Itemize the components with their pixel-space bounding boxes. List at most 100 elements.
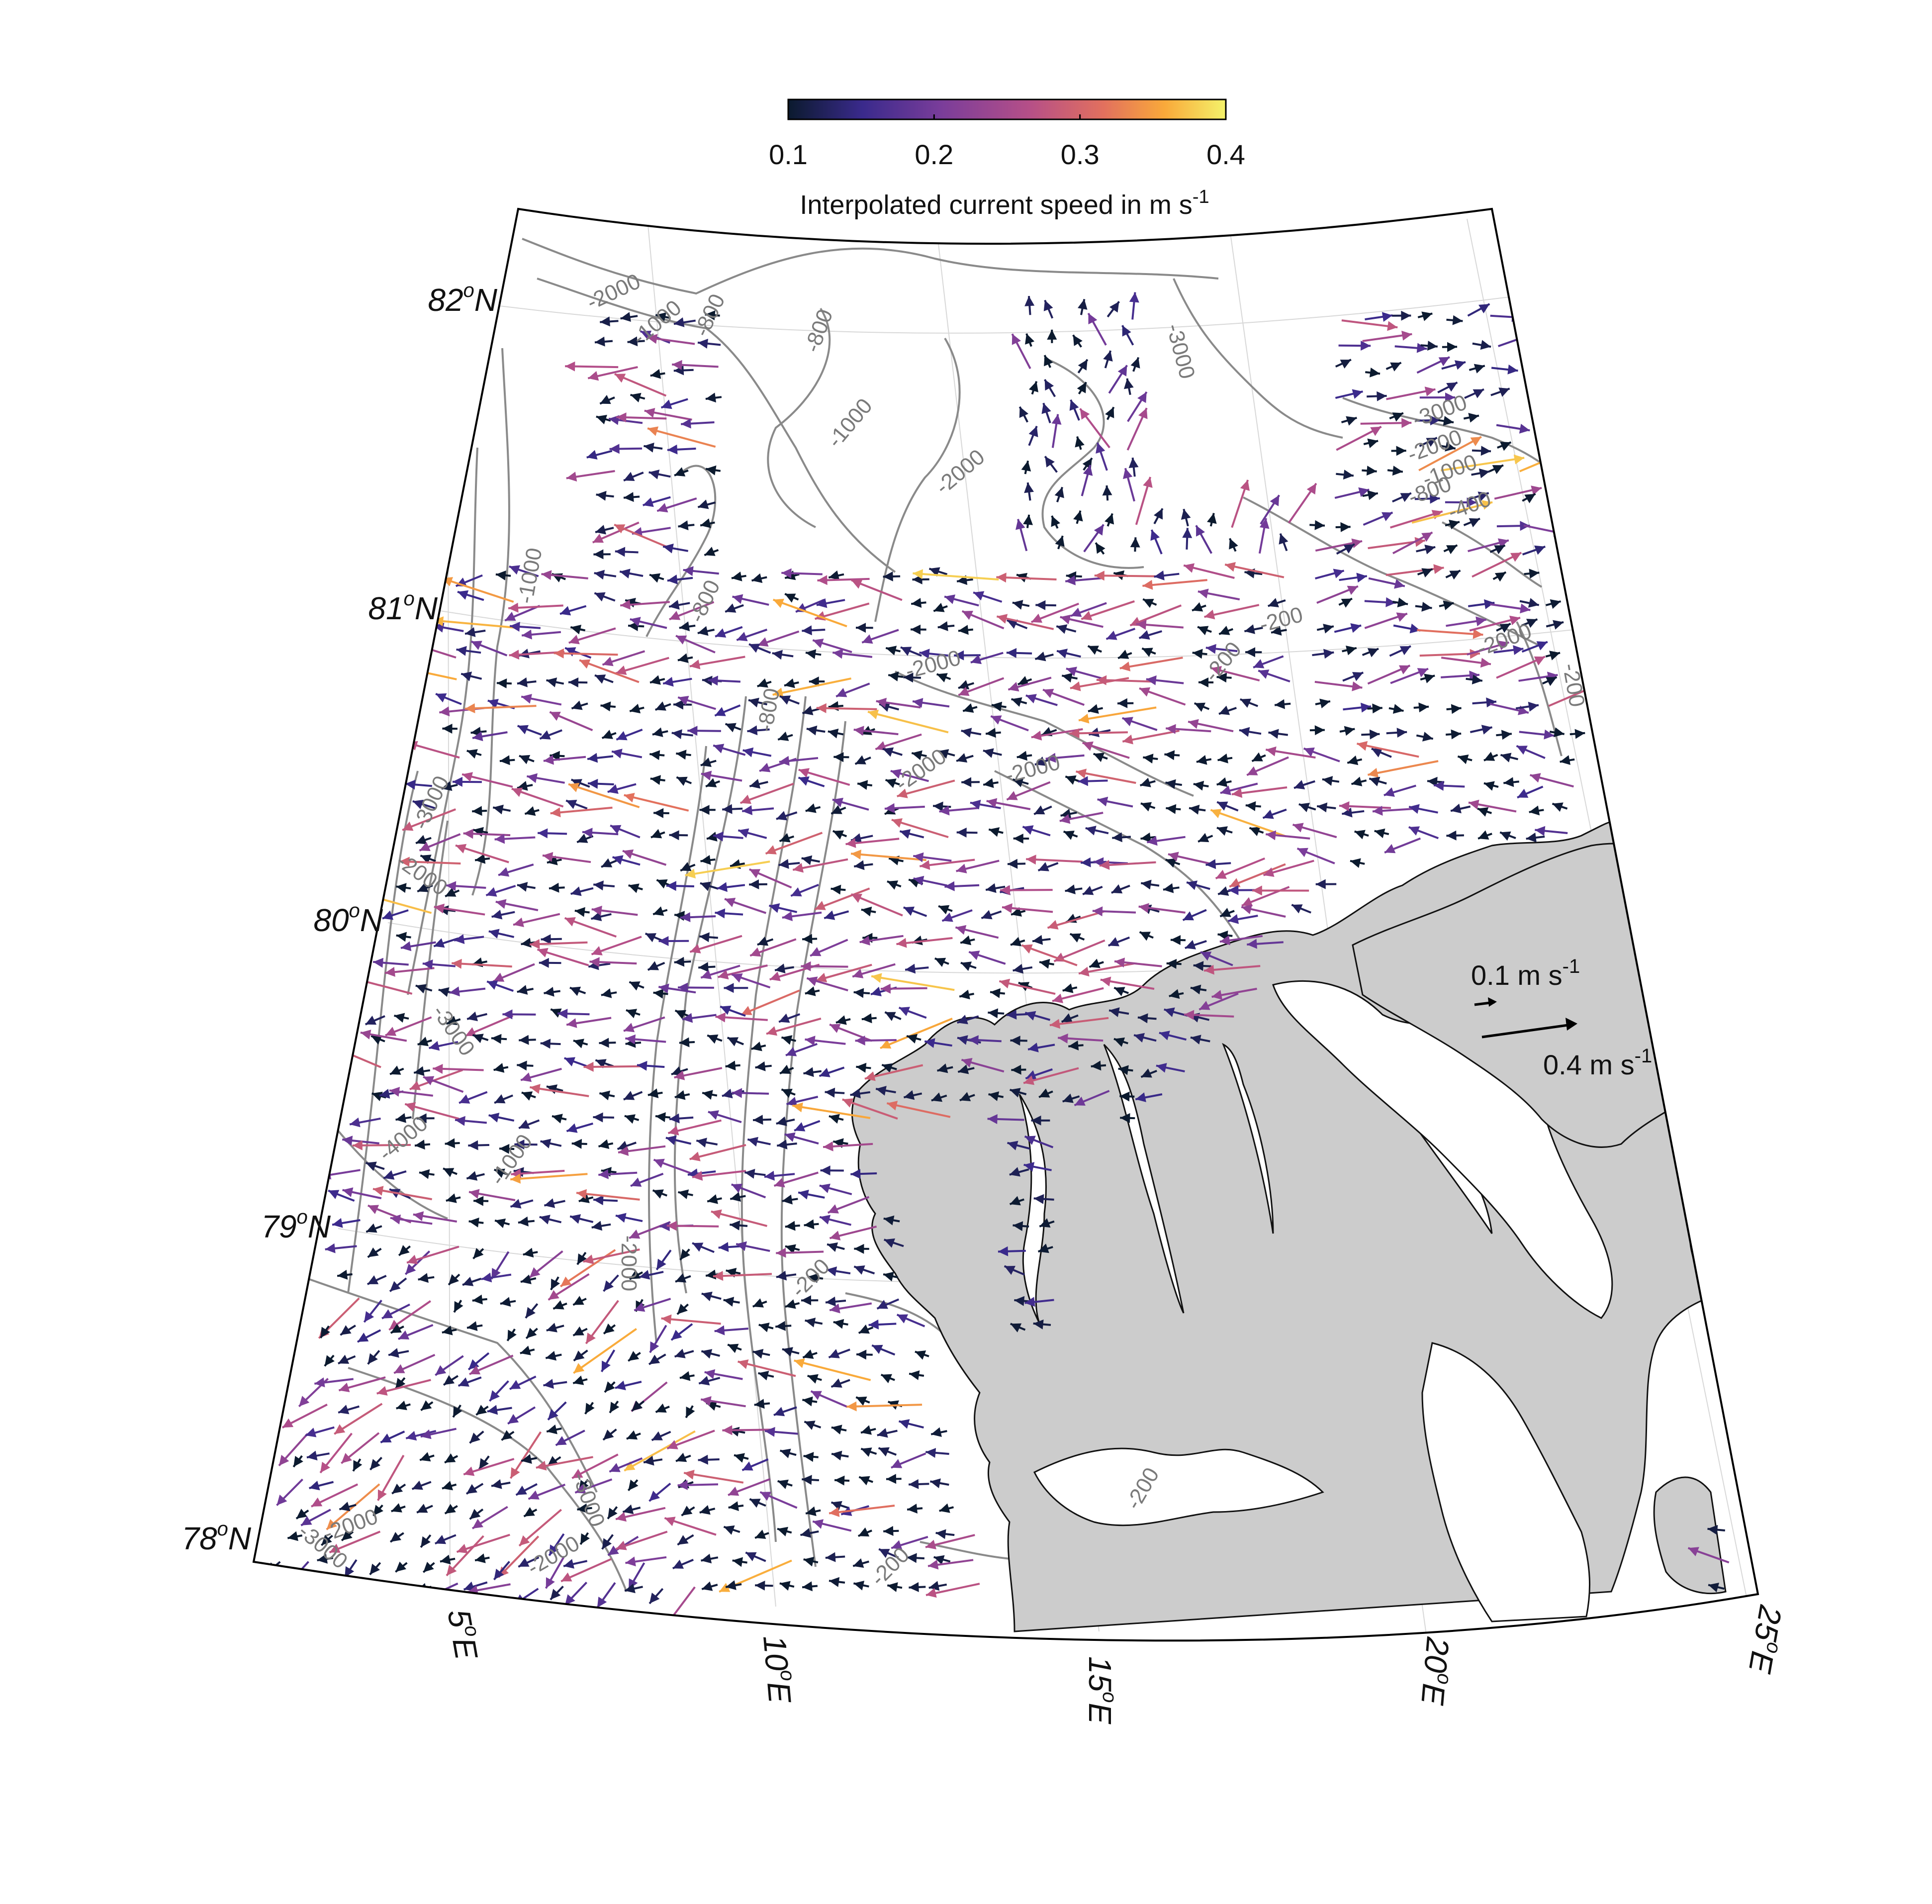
current-arrow-head [472,806,482,816]
current-arrow-head [595,674,606,684]
current-arrow-head [1550,599,1561,609]
current-arrow-head [1469,518,1480,528]
current-arrow-head [663,676,674,687]
current-arrow-head [594,592,606,602]
current-arrow-head [1165,779,1176,789]
current-arrow-head [517,882,528,892]
current-arrow-head [757,637,769,647]
current-arrow-head [1008,682,1019,692]
current-arrow-head [1059,814,1071,824]
current-arrow-head [983,778,994,788]
current-arrow-head [1424,673,1435,683]
current-arrow [1441,457,1525,472]
current-arrow-head [677,653,689,663]
current-arrow-head [604,1323,615,1334]
current-arrow-head [820,1215,831,1225]
current-arrow-head [671,729,682,739]
current-arrow-head [505,612,516,621]
current-arrow-head [399,857,410,867]
current-arrow-head [466,1171,478,1181]
current-arrow-head [366,1223,377,1233]
current-arrow-head [637,1060,647,1071]
current-arrow-head [689,660,701,669]
current-arrow-head [1143,754,1154,763]
current-arrow-head [522,629,532,640]
current-arrow-head [449,1274,459,1285]
current-arrow-head [1039,1218,1051,1228]
current-arrow-head [500,1297,511,1307]
current-arrow-head [823,1141,833,1151]
current-arrow-head [1216,672,1227,683]
current-arrow-head [425,1589,437,1599]
current-arrow-head [1352,389,1363,399]
current-arrow-head [1424,545,1436,555]
current-arrow-head [738,828,749,838]
lat-label-78: 78oN [182,1518,251,1556]
current-arrow-head [825,1087,835,1098]
current-arrow-head [772,650,783,660]
current-arrow-head [1509,615,1520,625]
current-arrow-head [1486,697,1496,708]
lon-label-25: 25oE [1742,1603,1791,1677]
current-arrow-head [1094,571,1104,581]
current-arrow-head [1052,993,1063,1003]
current-arrow-head [487,1405,498,1415]
current-arrow-head [986,883,997,893]
current-arrow-head [936,673,948,682]
current-arrow-head [587,753,598,763]
current-arrow-head [679,1037,690,1047]
current-arrow-head [828,1349,840,1358]
current-arrow-head [1169,989,1180,999]
current-arrow-head [1381,512,1393,521]
current-arrow-head [926,1588,937,1598]
colorbar-tick-label: 0.1 [769,139,808,170]
current-arrow-head [944,881,955,891]
current-arrow-head [657,503,668,513]
current-arrow [765,832,823,855]
current-arrow-head [989,827,1000,837]
current-arrow-head [1091,1060,1102,1071]
current-arrow-head [831,805,842,814]
current-arrow-head [1352,672,1364,681]
current-arrow-head [1139,687,1151,697]
current-arrow-head [1083,465,1093,476]
current-arrow-head [1377,391,1387,401]
current-arrow-head [803,1556,815,1567]
current-arrow-head [777,1140,788,1149]
current-arrow-head [429,1041,440,1051]
current-arrow-head [488,1113,500,1123]
current-arrow-head [596,490,607,501]
current-arrow-head [385,1027,397,1036]
current-arrow-head [352,889,363,899]
current-arrow-head [370,1459,380,1470]
current-arrow-head [853,1558,864,1568]
current-arrow-head [1073,510,1083,522]
current-arrow-head [686,1406,695,1418]
current-arrow-head [597,1597,607,1608]
current-arrow-head [573,1375,584,1385]
current-arrow-head [855,755,866,764]
current-arrow-head [1047,329,1057,340]
current-arrow-head [1100,976,1111,987]
current-arrow-head [495,899,507,909]
current-arrow-head [1159,1031,1170,1041]
current-arrow-head [342,1136,353,1146]
current-arrow-head [1138,408,1148,419]
fjord-water [1222,1043,1274,1234]
lat-label-80: 80oN [313,900,383,938]
current-arrow-head [582,828,593,838]
current-arrow-head [1216,826,1228,836]
current-arrow-head [1350,858,1361,868]
current-arrow-head [1240,698,1252,708]
current-arrow-head [407,1254,418,1264]
current-arrow-head [472,1034,484,1044]
current-arrow-head [699,805,710,815]
current-arrow-head [856,1396,867,1406]
current-arrow-head [454,934,465,944]
current-arrow [366,1587,413,1619]
current-arrow-head [1031,1115,1041,1126]
current-arrow-head [830,884,841,895]
current-arrow-head [417,1037,429,1047]
current-arrow-head [579,659,591,669]
current-arrow-head [808,1273,819,1283]
